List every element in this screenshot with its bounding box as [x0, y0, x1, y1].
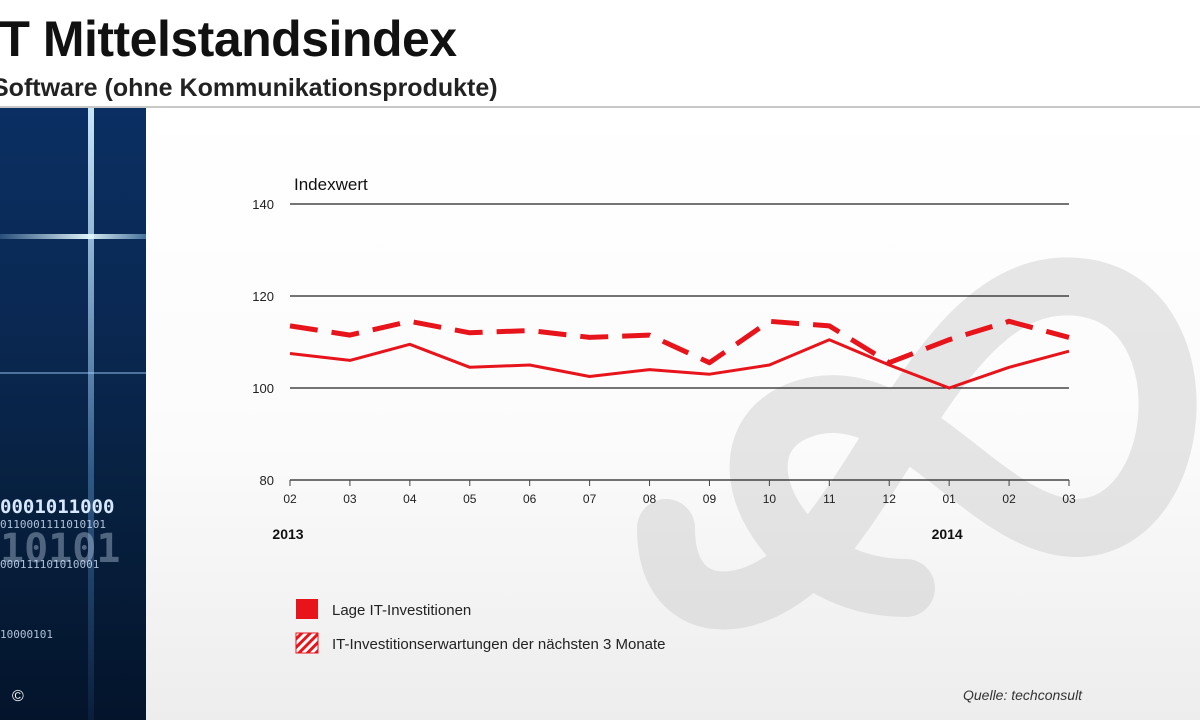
y-tick-label: 100 — [252, 381, 274, 396]
x-tick-label: 04 — [403, 492, 417, 506]
binary-text: 10000101 — [0, 628, 53, 641]
light-beam-horizontal — [0, 234, 146, 239]
y-axis-label: Indexwert — [294, 175, 368, 194]
x-tick-label: 11 — [823, 492, 836, 506]
light-line — [0, 372, 146, 374]
copyright-symbol: © — [12, 688, 24, 705]
binary-text: 0110001111010101 — [0, 518, 106, 531]
x-tick-label: 03 — [343, 492, 357, 506]
legend-label: Lage IT-Investitionen — [332, 602, 471, 619]
series-line-solid — [289, 338, 1070, 390]
x-tick-label: 07 — [583, 492, 597, 506]
source-note: Quelle: techconsult — [963, 687, 1083, 703]
y-tick-label: 80 — [260, 473, 274, 488]
page-subtitle: Software (ohne Kommunikationsprodukte) — [0, 74, 498, 102]
x-tick-label: 05 — [463, 492, 477, 506]
binary-text: 10101 — [0, 526, 121, 572]
sidebar-image: 0001011000 0110001111010101 10101 000111… — [0, 108, 146, 720]
header: IT Mittelstandsindex Software (ohne Komm… — [0, 0, 1200, 108]
year-label: 2013 — [272, 526, 303, 542]
x-tick-label: 09 — [703, 492, 717, 506]
x-tick-label: 02 — [283, 492, 297, 506]
page-title: IT Mittelstandsindex — [0, 11, 457, 67]
x-tick-label: 12 — [883, 492, 897, 506]
binary-text: 0001011000 — [0, 496, 115, 518]
year-label: 2014 — [932, 526, 963, 542]
chart-area: 80 100 120 140 02 03 04 05 06 07 08 09 10 11 12 01 02 03 2… — [146, 108, 1200, 720]
light-beam-vertical — [88, 108, 94, 720]
legend: Lage IT-Investitionen IT-Investitionserw… — [295, 599, 666, 654]
y-tick-label: 140 — [252, 197, 274, 212]
line-chart: 80 100 120 140 02 03 04 05 06 07 08 09 10 11 12 01 02 03 2… — [252, 175, 1197, 703]
series-line-dashed — [289, 318, 1070, 366]
y-tick-label: 120 — [252, 289, 274, 304]
binary-text: 000111101010001 — [0, 558, 100, 571]
x-tick-label: 10 — [763, 492, 777, 506]
x-tick-label: 03 — [1062, 492, 1076, 506]
legend-label: IT-Investitionserwartungen der nächsten … — [332, 636, 666, 653]
x-tick-label: 01 — [942, 492, 956, 506]
x-tick-label: 06 — [523, 492, 537, 506]
x-tick-label: 08 — [643, 492, 657, 506]
watermark-infinity-logo — [637, 257, 1197, 630]
legend-swatch-hatched — [295, 632, 319, 654]
x-tick-label: 02 — [1002, 492, 1016, 506]
legend-swatch-solid — [296, 599, 318, 619]
